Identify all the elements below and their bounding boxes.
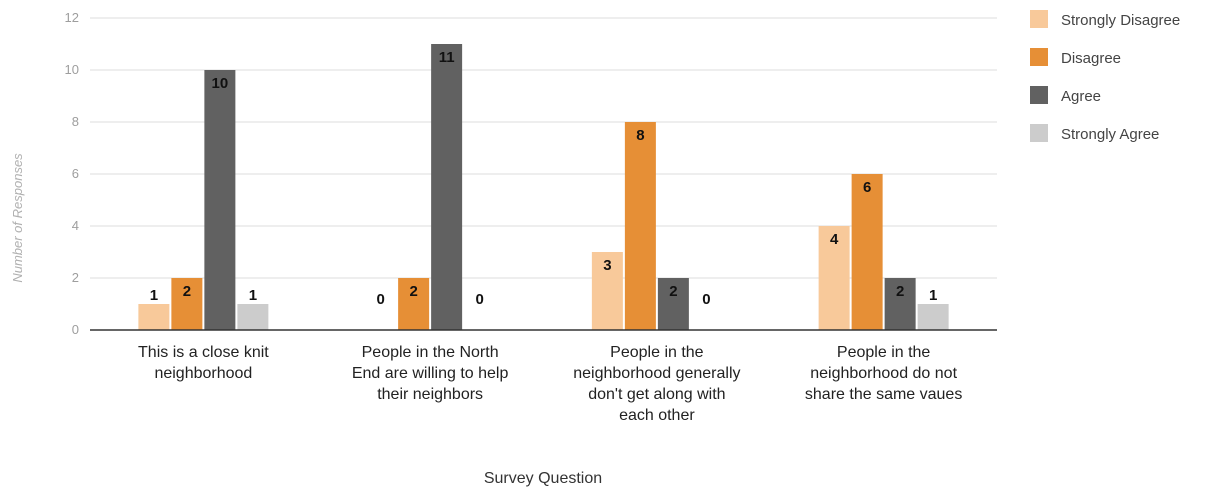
data-label: 2: [669, 283, 677, 300]
y-axis-label: Number of Responses: [10, 153, 25, 283]
bar: [624, 122, 656, 330]
data-label: 3: [603, 257, 611, 274]
y-tick-label: 2: [72, 270, 79, 285]
data-label: 2: [183, 283, 191, 300]
bar: [204, 70, 236, 330]
bar: [657, 278, 689, 330]
data-label: 4: [830, 231, 839, 248]
x-category-label: People in the neighborhood do not share th…: [805, 344, 962, 403]
y-tick-label: 10: [65, 62, 79, 77]
legend-swatch: [1030, 86, 1048, 104]
x-axis-label: Survey Question: [484, 470, 602, 487]
x-category-label: People in the North End are willing to he…: [352, 344, 509, 403]
bar: [171, 278, 203, 330]
data-label: 0: [376, 291, 384, 308]
legend-swatch: [1030, 48, 1048, 66]
legend: Strongly Disagree Disagree Agree Strongly A…: [1030, 10, 1180, 143]
data-label: 10: [212, 75, 229, 92]
y-tick-label: 8: [72, 114, 79, 129]
bars: [138, 44, 949, 330]
y-tick-label: 0: [72, 322, 79, 337]
bar: [431, 44, 463, 330]
x-category-label: People in the neighborhood generally don't…: [573, 344, 740, 424]
bar: [851, 174, 883, 330]
data-label: 8: [636, 127, 644, 144]
legend-swatch: [1030, 10, 1048, 28]
y-tick-label: 4: [72, 218, 79, 233]
data-label: 11: [439, 49, 455, 66]
y-axis-ticks: 0 2 4 6 8 10 12: [65, 10, 79, 337]
legend-label: Strongly Disagree: [1061, 12, 1180, 29]
data-label: 1: [150, 287, 158, 304]
bar: [818, 226, 850, 330]
bar: [917, 304, 949, 330]
data-label: 0: [475, 291, 483, 308]
bar: [138, 304, 170, 330]
data-label: 0: [702, 291, 710, 308]
y-tick-label: 6: [72, 166, 79, 181]
bar: [591, 252, 623, 330]
legend-swatch: [1030, 124, 1048, 142]
data-label: 2: [409, 283, 417, 300]
data-label: 1: [249, 287, 257, 304]
x-axis-categories: This is a close knit neighborhood People i…: [138, 344, 962, 424]
data-label: 6: [863, 179, 871, 196]
legend-label: Agree: [1061, 88, 1101, 105]
bar: [398, 278, 430, 330]
data-label: 1: [929, 287, 937, 304]
bar: [237, 304, 269, 330]
legend-label: Strongly Agree: [1061, 126, 1159, 143]
legend-label: Disagree: [1061, 50, 1121, 67]
data-label: 2: [896, 283, 904, 300]
x-category-label: This is a close knit neighborhood: [138, 344, 269, 382]
y-tick-label: 12: [65, 10, 79, 25]
bar: [884, 278, 916, 330]
